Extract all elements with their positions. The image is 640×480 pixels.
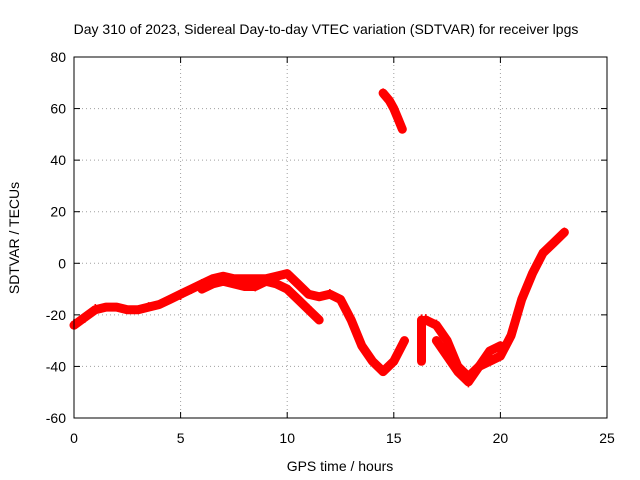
axis-ticks: 0 5 10 15 20 25 -60 -40 -20 0 20 40 60 80	[46, 49, 615, 446]
data-point	[252, 275, 259, 282]
plot-frame	[73, 56, 608, 419]
data-point	[540, 252, 547, 259]
data-point	[230, 280, 237, 287]
data-point	[486, 350, 493, 357]
data-point	[177, 294, 184, 301]
data-point	[529, 269, 536, 276]
data-point	[380, 368, 387, 375]
data-point	[497, 353, 504, 360]
x-tick-label: 25	[599, 430, 615, 446]
y-tick-label: 0	[58, 255, 66, 271]
data-point	[561, 227, 568, 234]
data-point	[220, 278, 227, 285]
y-tick-label: -20	[46, 307, 66, 323]
series-band	[378, 88, 407, 134]
data-point	[444, 352, 451, 359]
x-tick-label: 10	[279, 430, 295, 446]
data-point	[386, 99, 393, 106]
data-point	[508, 332, 515, 339]
data-point	[198, 278, 205, 285]
data-point	[550, 241, 557, 248]
data-point	[497, 343, 504, 350]
data-point	[252, 285, 259, 292]
y-tick-label: -60	[46, 410, 66, 426]
grid	[74, 57, 607, 418]
y-axis-label: SDTVAR / TECUs	[6, 182, 22, 294]
series-band-d	[431, 336, 505, 388]
y-tick-label: 20	[50, 204, 66, 220]
data-point	[145, 302, 152, 309]
data-point	[305, 303, 312, 310]
data-point	[399, 123, 406, 130]
data-point	[102, 304, 109, 311]
data-point	[418, 355, 425, 362]
data-point	[348, 316, 355, 323]
data-point	[418, 314, 425, 321]
data-point	[81, 316, 88, 323]
data-point	[92, 304, 99, 311]
data-point	[358, 339, 365, 346]
data-point	[273, 272, 280, 279]
data-point	[198, 284, 205, 291]
data-point	[337, 295, 344, 302]
y-tick-label: 80	[50, 49, 66, 65]
series-band-b	[197, 276, 324, 325]
data-point	[166, 296, 173, 303]
x-axis-label: GPS time / hours	[287, 458, 394, 474]
x-tick-label: 15	[386, 430, 402, 446]
data-point	[284, 286, 291, 293]
data-point	[156, 300, 163, 307]
data-point	[134, 307, 141, 314]
data-point	[444, 336, 451, 343]
data-point	[305, 292, 312, 299]
data-point	[476, 364, 483, 371]
data-point	[241, 282, 248, 289]
data-point	[294, 281, 301, 288]
data-point	[294, 296, 301, 303]
data-points	[69, 88, 569, 388]
data-point	[273, 280, 280, 287]
y-tick-label: 60	[50, 101, 66, 117]
y-tick-label: 40	[50, 152, 66, 168]
data-point	[454, 367, 461, 374]
data-point	[284, 272, 291, 279]
data-point	[188, 287, 195, 294]
chart-title: Day 310 of 2023, Sidereal Day-to-day VTE…	[74, 21, 579, 37]
x-tick-label: 5	[177, 430, 185, 446]
series-isolated-high	[378, 88, 407, 134]
data-point	[465, 381, 472, 388]
series-band	[421, 227, 569, 382]
data-point	[124, 306, 131, 313]
x-tick-label: 0	[70, 430, 78, 446]
data-point	[369, 356, 376, 363]
data-point	[209, 282, 216, 289]
data-point	[433, 336, 440, 343]
data-point	[401, 338, 408, 345]
series-band-c	[421, 227, 569, 383]
data-point	[326, 289, 333, 296]
data-point	[380, 88, 387, 95]
data-point	[390, 105, 397, 112]
data-point	[433, 319, 440, 326]
x-tick-label: 20	[493, 430, 509, 446]
data-point	[262, 279, 269, 286]
data-point	[418, 343, 425, 350]
y-tick-label: -40	[46, 358, 66, 374]
data-point	[395, 113, 402, 120]
data-point	[518, 296, 525, 303]
series-isolated-low	[417, 314, 426, 366]
data-point	[316, 317, 323, 324]
data-point	[316, 293, 323, 300]
data-point	[113, 303, 120, 310]
data-point	[390, 361, 397, 368]
